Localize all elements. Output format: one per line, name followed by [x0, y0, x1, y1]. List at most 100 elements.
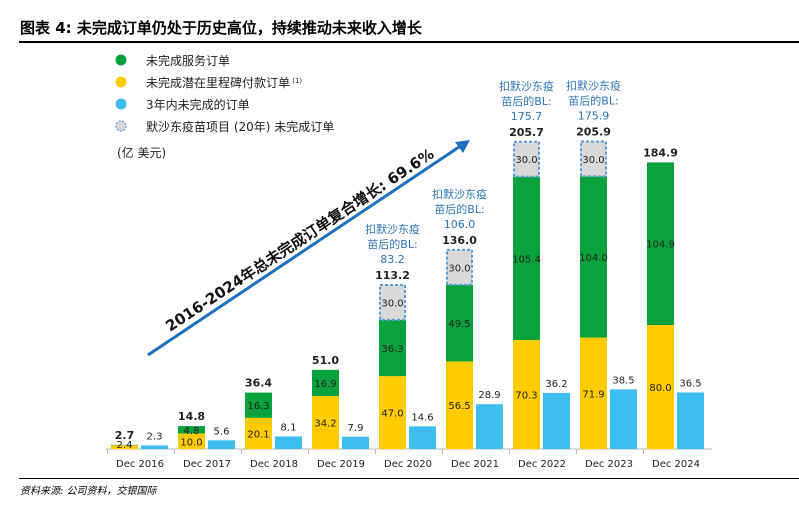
bar-total-label: 113.2 — [375, 269, 410, 282]
bar-total-label: 205.9 — [576, 125, 611, 138]
bar-label-milestone: 71.9 — [582, 389, 604, 400]
bar-milestone — [312, 395, 339, 449]
bar-total-label: 205.7 — [509, 126, 544, 139]
ex-vaccine-label: 苗后的BL: — [501, 94, 551, 108]
bar-milestone — [379, 376, 406, 449]
ex-vaccine-value: 106.0 — [444, 218, 476, 231]
bar-label-milestone: 70.3 — [515, 391, 537, 402]
legend-marker — [115, 54, 127, 66]
x-tick-label: Dec 2020 — [384, 459, 432, 470]
bar-3yr — [610, 389, 637, 449]
bar-3yr — [543, 392, 570, 449]
bar-label-vaccine: 30.0 — [448, 263, 470, 274]
bar-3yr — [275, 436, 302, 449]
ex-vaccine-label: 苗后的BL: — [568, 93, 618, 107]
bar-label-3yr: 14.6 — [411, 412, 433, 423]
bar-service — [245, 392, 272, 418]
bar-milestone — [446, 361, 473, 449]
bar-label-3yr: 36.5 — [679, 378, 701, 389]
bar-3yr — [208, 440, 235, 449]
bar-3yr — [677, 392, 704, 449]
bar-total-label: 36.4 — [245, 377, 272, 390]
bar-vaccine — [513, 140, 540, 178]
x-tick-label: Dec 2023 — [585, 459, 633, 470]
growth-arrow — [147, 143, 463, 357]
x-tick-label: Dec 2022 — [518, 459, 566, 470]
legend-marker — [115, 98, 127, 110]
bar-label-milestone: 20.1 — [247, 429, 269, 440]
bar-label-3yr: 28.9 — [478, 390, 500, 401]
title-rule — [19, 41, 799, 43]
bar-service — [647, 162, 674, 325]
bar-milestone — [647, 325, 674, 449]
bar-vaccine — [446, 248, 473, 286]
bar-vaccine — [580, 140, 607, 178]
bar-label-milestone: 10.0 — [180, 437, 202, 448]
legend-label: 默沙东疫苗项目 (20年) 未完成订单 — [146, 119, 334, 134]
bar-milestone — [111, 445, 138, 449]
ex-vaccine-label: 苗后的BL: — [367, 237, 417, 251]
bar-service — [379, 319, 406, 377]
legend-marker — [115, 76, 127, 88]
bar-3yr — [141, 445, 168, 449]
bar-label-vaccine: 30.0 — [515, 155, 537, 166]
x-tick-label: Dec 2021 — [451, 459, 499, 470]
ex-vaccine-label: 扣默沙东疫 — [499, 79, 554, 93]
bar-total-label: 51.0 — [312, 354, 339, 367]
bar-total-label: 2.7 — [115, 429, 135, 442]
x-tick-label: Dec 2024 — [652, 459, 700, 470]
bar-service — [178, 426, 205, 434]
ex-vaccine-label: 苗后的BL: — [434, 202, 484, 216]
x-tick-label: Dec 2017 — [183, 459, 231, 470]
bar-service — [312, 369, 339, 396]
bar-3yr — [342, 436, 369, 449]
bar-milestone — [245, 417, 272, 449]
bar-label-service: 16.3 — [247, 401, 269, 412]
unit-label: (亿 美元) — [117, 145, 166, 160]
bar-total-label: 14.8 — [178, 410, 205, 423]
ex-vaccine-label: 扣默沙东疫 — [566, 78, 621, 92]
source-note: 资料来源: 公司资料，交银国际 — [20, 486, 157, 497]
bar-label-vaccine: 30.0 — [582, 155, 604, 166]
bar-label-vaccine: 30.0 — [381, 298, 403, 309]
ex-vaccine-value: 175.7 — [511, 110, 543, 123]
bar-label-service: 49.5 — [448, 319, 470, 330]
ex-vaccine-label: 扣默沙东疫 — [432, 187, 487, 201]
bar-service — [580, 176, 607, 338]
ex-vaccine-value: 83.2 — [380, 253, 405, 266]
legend-label: 3年内未完成的订单 — [146, 97, 250, 112]
arrow-head-icon — [455, 140, 470, 153]
bar-label-3yr: 7.9 — [348, 423, 364, 434]
bar-service — [446, 284, 473, 362]
ex-vaccine-value: 175.9 — [578, 109, 610, 122]
bar-label-milestone: 47.0 — [381, 409, 403, 420]
x-tick-label: Dec 2016 — [116, 459, 164, 470]
bar-milestone — [513, 340, 540, 449]
bar-label-3yr: 2.3 — [147, 431, 163, 442]
bar-label-3yr: 5.6 — [214, 426, 230, 437]
bar-label-service: 4.8 — [184, 426, 200, 437]
bar-3yr — [476, 404, 503, 449]
bar-label-service: 16.9 — [314, 379, 336, 390]
bar-milestone — [178, 433, 205, 449]
bar-milestone — [580, 337, 607, 449]
legend-label: 未完成潜在里程碑付款订单 (1) — [146, 75, 302, 90]
x-tick-label: Dec 2019 — [317, 459, 365, 470]
bar-label-service: 104.9 — [646, 240, 675, 251]
ex-vaccine-label: 扣默沙东疫 — [365, 222, 420, 236]
bar-label-milestone: 34.2 — [314, 418, 336, 429]
bar-label-3yr: 36.2 — [545, 379, 567, 390]
bar-label-milestone: 80.0 — [649, 383, 671, 394]
bar-label-3yr: 8.1 — [281, 422, 297, 433]
bar-label-milestone: 56.5 — [448, 401, 470, 412]
bar-3yr — [409, 426, 436, 449]
bar-label-service: 105.4 — [512, 254, 541, 265]
bar-total-label: 184.9 — [643, 146, 678, 159]
x-tick-label: Dec 2018 — [250, 459, 298, 470]
bar-label-service: 104.0 — [579, 253, 608, 264]
legend-marker — [115, 120, 127, 132]
bar-total-label: 136.0 — [442, 234, 477, 247]
bar-vaccine — [379, 284, 406, 321]
figure-title: 图表 4: 未完成订单仍处于历史高位，持续推动未来收入增长 — [20, 19, 422, 37]
